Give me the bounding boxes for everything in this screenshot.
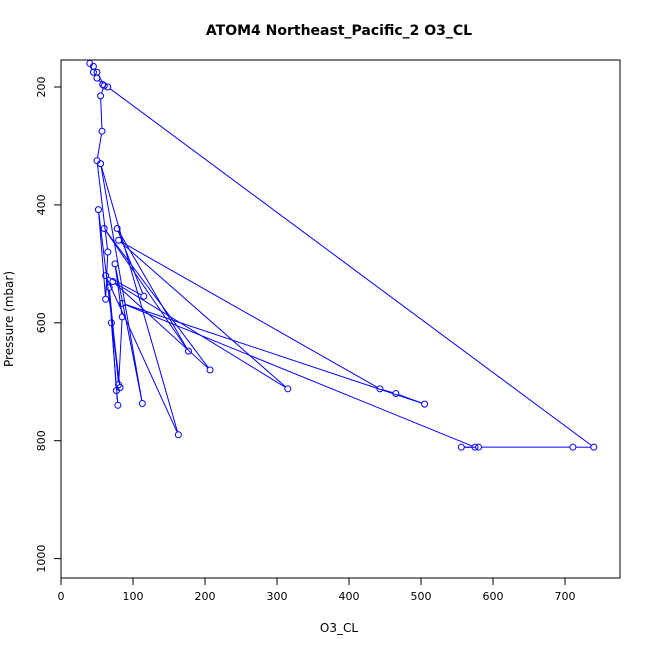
y-axis-label: Pressure (mbar) xyxy=(2,271,16,367)
data-point xyxy=(118,313,126,321)
x-tick-label: 600 xyxy=(483,590,504,603)
data-point xyxy=(94,206,102,214)
series-segment xyxy=(105,230,209,368)
x-tick-label: 200 xyxy=(195,590,216,603)
y-tick-label: 800 xyxy=(35,430,48,451)
data-point xyxy=(113,224,121,232)
chart-title: ATOM4 Northeast_Pacific_2 O3_CL xyxy=(206,23,472,39)
data-point xyxy=(111,260,119,268)
data-point xyxy=(471,443,479,451)
data-point xyxy=(140,292,148,300)
data-point xyxy=(109,278,117,286)
data-point xyxy=(457,443,465,451)
data-point xyxy=(116,384,124,392)
series-segment xyxy=(114,283,209,369)
series-segment xyxy=(98,212,106,297)
y-tick-label: 200 xyxy=(35,77,48,98)
data-point xyxy=(104,83,112,91)
series-segment xyxy=(117,231,144,294)
data-point xyxy=(93,68,101,76)
series-segment xyxy=(120,241,378,388)
series-segment xyxy=(100,166,143,401)
series-segment xyxy=(101,88,104,94)
x-tick-label: 400 xyxy=(339,590,360,603)
series-segment xyxy=(105,255,109,297)
series-segment xyxy=(97,134,103,158)
series-segment xyxy=(115,282,286,388)
series-layer xyxy=(86,60,598,451)
series-segment xyxy=(118,230,188,349)
y-tick-label: 1000 xyxy=(35,545,48,573)
series-segment xyxy=(120,241,286,388)
series-segment xyxy=(96,163,108,250)
data-point xyxy=(100,82,108,90)
data-point xyxy=(100,224,108,232)
data-point xyxy=(102,272,110,280)
data-point xyxy=(93,157,101,165)
data-point xyxy=(184,347,192,355)
series-segment xyxy=(124,303,422,404)
series-segment xyxy=(114,266,123,314)
data-point xyxy=(104,248,112,256)
data-point xyxy=(115,236,123,244)
series-segment xyxy=(111,325,119,403)
series-segment xyxy=(100,98,103,129)
data-point xyxy=(93,74,101,82)
series-segment xyxy=(106,278,178,433)
data-point xyxy=(590,443,598,451)
data-point xyxy=(98,127,106,135)
data-point xyxy=(89,62,97,70)
x-tick-label: 700 xyxy=(555,590,576,603)
data-point xyxy=(97,92,105,100)
series-segment xyxy=(398,394,422,404)
x-tick-label: 0 xyxy=(58,590,65,603)
series-segment xyxy=(115,266,143,401)
data-point xyxy=(105,283,113,291)
series-segment xyxy=(124,304,473,447)
series-segment xyxy=(108,276,142,296)
data-point xyxy=(392,390,400,398)
data-point xyxy=(138,400,146,408)
data-point xyxy=(376,385,384,393)
x-axis: 0 100 200 300 400 500 600 700 xyxy=(58,577,576,603)
series-segment xyxy=(98,212,121,385)
x-axis-label: O3_CL xyxy=(320,621,358,635)
x-tick-label: 300 xyxy=(267,590,288,603)
y-tick-label: 600 xyxy=(35,312,48,333)
data-point xyxy=(114,401,122,409)
series-segment xyxy=(105,230,188,349)
x-tick-label: 500 xyxy=(411,590,432,603)
data-point xyxy=(102,295,110,303)
data-point xyxy=(569,443,577,451)
data-point xyxy=(174,431,182,439)
data-point xyxy=(118,299,126,307)
series-segment xyxy=(109,88,592,446)
series-segment xyxy=(382,389,394,394)
data-point xyxy=(206,366,214,374)
data-point xyxy=(284,385,292,393)
data-point xyxy=(475,443,483,451)
y-tick-label: 400 xyxy=(35,194,48,215)
x-tick-label: 100 xyxy=(123,590,144,603)
data-point xyxy=(107,319,115,327)
series-segment xyxy=(118,319,123,382)
y-axis: 200 400 600 800 1000 xyxy=(35,77,62,573)
data-point xyxy=(421,400,429,408)
series-segment xyxy=(100,166,179,433)
